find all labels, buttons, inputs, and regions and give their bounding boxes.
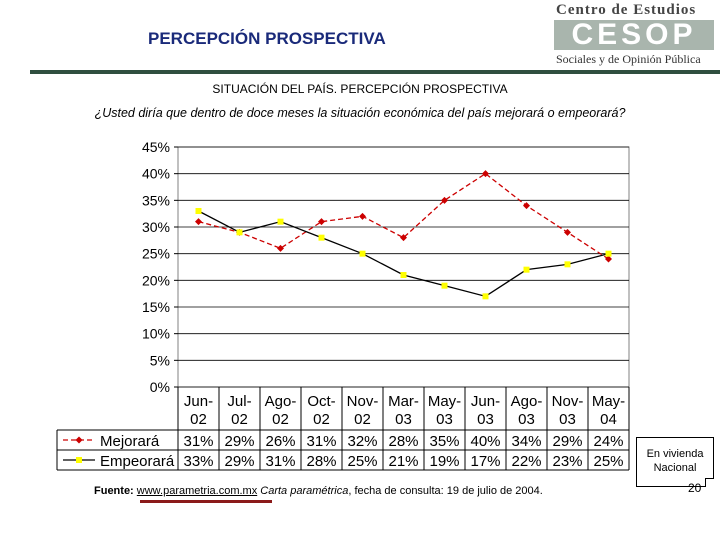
chart-title: SITUACIÓN DEL PAÍS. PERCEPCIÓN PROSPECTI… [212,82,508,96]
data-point-mejorará [277,244,284,252]
page-title: PERCEPCIÓN PROSPECTIVA [148,29,386,48]
source-rest: , fecha de consulta: 19 de julio de 2004… [348,485,543,497]
table-cell-value: 28% [388,433,418,450]
data-point-empeorará [523,266,530,273]
legend-marker-empeorará [76,457,82,463]
x-tick-label-month: Jul- [227,393,251,410]
y-tick-label: 45% [142,139,170,155]
table-cell-value: 28% [306,453,336,470]
x-tick-label-month: Oct- [307,393,335,410]
table-cell-value: 40% [470,433,500,450]
x-tick-label-year: 03 [436,411,453,428]
table-cell-value: 17% [470,453,500,470]
y-tick-label: 25% [142,246,170,262]
data-point-mejorará [605,255,612,263]
data-point-empeorará [564,261,571,268]
source-publication: Carta paramétrica [260,485,349,497]
logo-bottom-text: Sociales y de Opinión Pública [556,52,701,66]
data-point-mejorará [564,228,571,236]
y-tick-label: 15% [142,299,170,315]
table-cell-value: 25% [593,453,623,470]
x-tick-label-year: 02 [190,411,207,428]
x-tick-label-month: May- [428,393,461,410]
data-point-mejorará [400,234,407,242]
table-cell-value: 31% [183,433,213,450]
data-point-empeorará [195,208,202,214]
y-tick-label: 35% [142,192,170,208]
table-cell-value: 21% [388,453,418,470]
table-cell-value: 35% [429,433,459,450]
y-tick-label: 30% [142,219,170,235]
x-tick-label-month: May- [592,393,625,410]
table-cell-value: 29% [224,433,254,450]
table-cell-value: 22% [511,453,541,470]
x-tick-label-year: 03 [477,411,494,428]
source-link[interactable]: www.parametria.com.mx [136,485,258,497]
x-tick-label-year: 02 [354,411,371,428]
data-point-mejorará [318,218,325,226]
table-cell-value: 26% [265,433,295,450]
data-point-empeorará [400,272,407,278]
data-point-empeorará [318,234,325,241]
y-tick-label: 5% [150,352,170,368]
page-number: 20 [688,481,702,495]
x-tick-label-month: Jun- [184,393,213,410]
data-point-empeorará [605,250,612,257]
logo-mark: CESOP [554,20,714,50]
survey-question: ¿Usted diría que dentro de doce meses la… [94,106,626,120]
x-tick-label-month: Nov- [347,393,379,410]
callout-text: En vivienda Nacional [646,448,704,474]
data-point-mejorará [441,196,448,204]
plot-area [177,146,630,388]
data-point-empeorará [277,218,284,225]
legend-marker-mejorará [75,436,83,444]
table-cell-value: 31% [265,453,295,470]
y-tick-label: 40% [142,166,170,182]
data-point-empeorará [359,250,366,257]
legend-label-mejorará: Mejorará [100,433,160,450]
y-tick-label: 20% [142,272,170,288]
series-line-mejorará [198,172,609,260]
x-tick-label-year: 02 [272,411,289,428]
table-cell-value: 29% [552,433,582,450]
data-point-empeorará [441,282,448,289]
table-cell-value: 33% [183,453,213,470]
x-tick-label-year: 03 [395,411,412,428]
source-note: Fuente: www.parametria.com.mx Carta para… [94,485,543,497]
table-cell-value: 34% [511,433,541,450]
cesop-logo: Centro de Estudios CESOP Sociales y de O… [552,2,720,68]
x-tick-label-month: Ago- [511,393,543,410]
table-cell-value: 19% [429,453,459,470]
table-cell-value: 23% [552,453,582,470]
x-tick-label-month: Mar- [388,393,419,410]
table-cell-value: 24% [593,433,623,450]
x-tick-label-year: 02 [231,411,248,428]
source-underline [140,500,272,503]
data-point-mejorará [523,202,530,210]
y-tick-label: 10% [142,326,170,342]
table-cell-value: 25% [347,453,377,470]
data-point-empeorará [482,293,489,300]
header-divider [30,70,720,74]
x-tick-label-month: Nov- [552,393,584,410]
x-tick-label-year: 03 [559,411,576,428]
line-chart: 0%5%10%15%20%25%30%35%40%45%Jun-02Jul-02… [56,139,630,471]
source-label: Fuente: [94,485,134,497]
x-tick-label-year: 04 [600,411,617,428]
x-tick-label-year: 02 [313,411,330,428]
note-callout: En vivienda Nacional [636,437,714,487]
table-cell-value: 32% [347,433,377,450]
legend-label-empeorará: Empeorará [100,453,175,470]
table-cell-value: 31% [306,433,336,450]
logo-top-text: Centro de Estudios [556,2,697,18]
data-point-empeorará [236,229,243,236]
data-point-mejorará [195,218,202,226]
x-tick-label-month: Ago- [265,393,297,410]
x-tick-label-month: Jun- [471,393,500,410]
x-tick-label-year: 03 [518,411,535,428]
data-point-mejorará [482,170,489,178]
data-point-mejorará [359,212,366,220]
y-tick-label: 0% [150,379,170,395]
table-cell-value: 29% [224,453,254,470]
